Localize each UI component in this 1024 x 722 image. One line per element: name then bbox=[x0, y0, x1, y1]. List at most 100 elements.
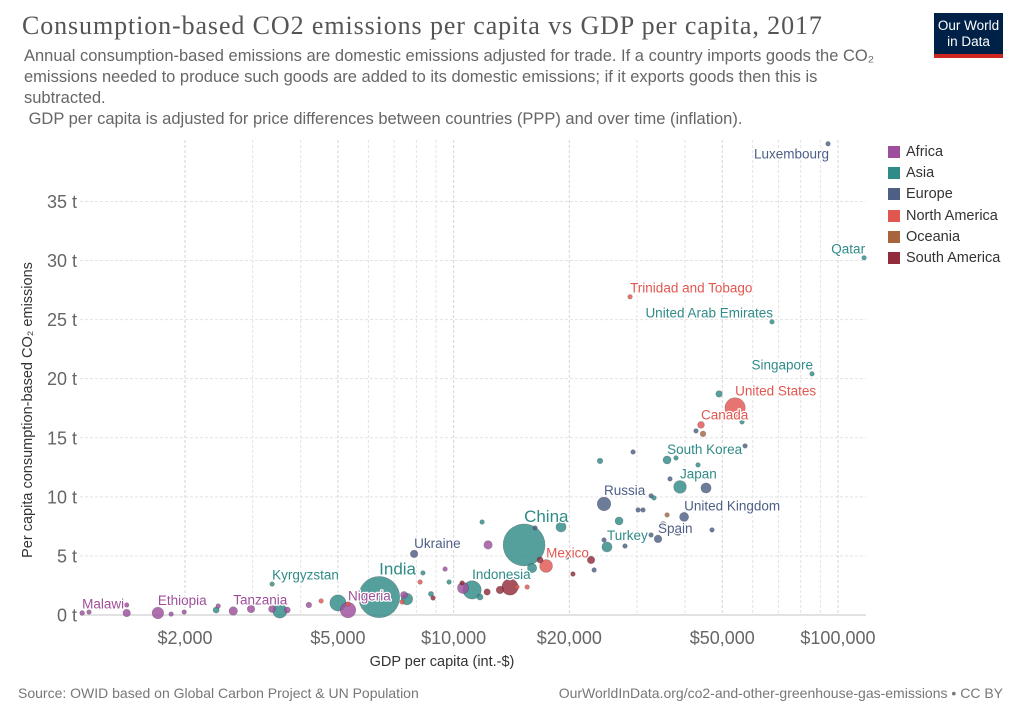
bubble[interactable] bbox=[476, 593, 484, 601]
bubble[interactable] bbox=[596, 457, 604, 465]
bubble-japan[interactable] bbox=[673, 480, 687, 494]
bubble[interactable] bbox=[181, 609, 187, 615]
y-tick-label: 25 t bbox=[47, 310, 77, 330]
bubble[interactable] bbox=[428, 591, 434, 597]
bubble-kyrgyzstan[interactable] bbox=[269, 581, 275, 587]
bubble[interactable] bbox=[739, 419, 745, 425]
legend-item-oceania[interactable]: Oceania bbox=[888, 226, 1000, 247]
bubble[interactable] bbox=[124, 602, 130, 608]
chart-url-link[interactable]: OurWorldInData.org/co2-and-other-greenho… bbox=[558, 685, 948, 701]
bubble-china[interactable] bbox=[502, 523, 546, 567]
bubble[interactable] bbox=[699, 430, 707, 437]
bubble[interactable] bbox=[400, 591, 408, 599]
legend-item-south-america[interactable]: South America bbox=[888, 247, 1000, 268]
bubble[interactable] bbox=[673, 455, 679, 461]
bubble[interactable] bbox=[664, 512, 670, 518]
bubble[interactable] bbox=[479, 519, 485, 525]
bubble-united-kingdom[interactable] bbox=[679, 512, 689, 522]
bubble[interactable] bbox=[483, 540, 493, 550]
bubble[interactable] bbox=[630, 449, 636, 455]
bubble[interactable] bbox=[700, 482, 712, 494]
bubble[interactable] bbox=[420, 570, 426, 576]
source-link[interactable]: Source: OWID based on Global Carbon Proj… bbox=[18, 685, 419, 701]
bubble-turkey[interactable] bbox=[601, 541, 613, 553]
owid-logo[interactable]: Our World in Data bbox=[934, 13, 1003, 58]
bubble[interactable] bbox=[417, 579, 423, 585]
bubble[interactable] bbox=[446, 579, 452, 585]
bubble-singapore[interactable] bbox=[809, 371, 815, 377]
bubble[interactable] bbox=[495, 585, 505, 595]
legend-item-africa[interactable]: Africa bbox=[888, 142, 1000, 163]
bubble[interactable] bbox=[442, 566, 448, 572]
bubble[interactable] bbox=[587, 555, 596, 564]
bubble[interactable] bbox=[667, 476, 673, 482]
bubble[interactable] bbox=[742, 443, 748, 449]
bubble[interactable] bbox=[305, 601, 312, 609]
bubble-spain[interactable] bbox=[653, 534, 663, 544]
footer-separator: • bbox=[947, 685, 961, 701]
footer-credits: OurWorldInData.org/co2-and-other-greenho… bbox=[559, 685, 1003, 701]
bubble-tanzania[interactable] bbox=[228, 606, 238, 616]
bubble[interactable] bbox=[536, 556, 544, 564]
bubble[interactable] bbox=[715, 390, 723, 398]
bubble[interactable] bbox=[459, 580, 465, 586]
bubble-luxembourg[interactable] bbox=[825, 141, 831, 147]
bubble[interactable] bbox=[86, 609, 92, 615]
legend-item-europe[interactable]: Europe bbox=[888, 184, 1000, 205]
bubble[interactable] bbox=[614, 516, 624, 526]
bubble[interactable] bbox=[659, 521, 667, 529]
bubble-ethiopia[interactable] bbox=[151, 606, 164, 620]
license-link[interactable]: CC BY bbox=[960, 685, 1003, 701]
legend-label: Africa bbox=[906, 144, 944, 161]
bubble-united-arab-emirates[interactable] bbox=[769, 319, 775, 325]
bubble-canada[interactable] bbox=[697, 421, 705, 429]
bubble-mexico[interactable] bbox=[539, 559, 553, 573]
bubble[interactable] bbox=[283, 606, 291, 614]
bubble-united-states[interactable] bbox=[724, 397, 746, 419]
bubble[interactable] bbox=[601, 537, 607, 543]
bubble-ukraine[interactable] bbox=[410, 549, 419, 558]
bubble-south-korea[interactable] bbox=[662, 455, 672, 465]
bubble-qatar[interactable] bbox=[861, 255, 867, 261]
bubble[interactable] bbox=[168, 611, 174, 617]
bubble[interactable] bbox=[532, 525, 538, 531]
chart-subtitle: Annual consumption-based emissions are d… bbox=[24, 46, 900, 130]
bubble[interactable] bbox=[591, 567, 597, 573]
bubble[interactable] bbox=[524, 584, 530, 590]
bubble[interactable] bbox=[570, 571, 576, 577]
bubble[interactable] bbox=[430, 595, 436, 601]
bubble[interactable] bbox=[648, 532, 654, 538]
bubble[interactable] bbox=[483, 588, 491, 596]
bubble[interactable] bbox=[268, 605, 276, 613]
bubble-india[interactable] bbox=[358, 576, 401, 618]
bubble[interactable] bbox=[318, 598, 324, 604]
chart-title: Consumption-based CO2 emissions per capi… bbox=[22, 11, 823, 40]
point-label-canada: Canada bbox=[701, 407, 749, 422]
bubble[interactable] bbox=[246, 604, 256, 614]
bubble[interactable] bbox=[564, 554, 570, 560]
bubble[interactable] bbox=[709, 527, 715, 533]
axes: 0 t 5 t 10 t 15 t 20 t 25 t 30 t 35 t $2,000 $5,0… bbox=[47, 192, 876, 648]
bubble[interactable] bbox=[122, 608, 131, 618]
point-label-nigeria: Nigeria bbox=[348, 588, 391, 603]
bubble[interactable] bbox=[215, 603, 221, 609]
bubble[interactable] bbox=[695, 462, 701, 468]
bubble-trinidad-and-tobago[interactable] bbox=[627, 294, 633, 300]
legend-item-asia[interactable]: Asia bbox=[888, 163, 1000, 184]
bubble[interactable] bbox=[399, 599, 405, 605]
bubble[interactable] bbox=[345, 601, 351, 607]
bubble[interactable] bbox=[635, 507, 641, 513]
bubble[interactable] bbox=[673, 526, 683, 536]
bubble[interactable] bbox=[651, 495, 657, 501]
bubble[interactable] bbox=[555, 521, 567, 533]
bubble[interactable] bbox=[527, 562, 538, 573]
bubble[interactable] bbox=[693, 428, 699, 434]
legend-item-north-america[interactable]: North America bbox=[888, 205, 1000, 226]
bubble[interactable] bbox=[514, 584, 520, 590]
bubble[interactable] bbox=[622, 543, 628, 549]
bubble-russia[interactable] bbox=[596, 496, 612, 512]
bubble-malawi[interactable] bbox=[79, 610, 85, 616]
bubble[interactable] bbox=[640, 507, 646, 513]
point-label-united-kingdom: United Kingdom bbox=[684, 498, 780, 513]
